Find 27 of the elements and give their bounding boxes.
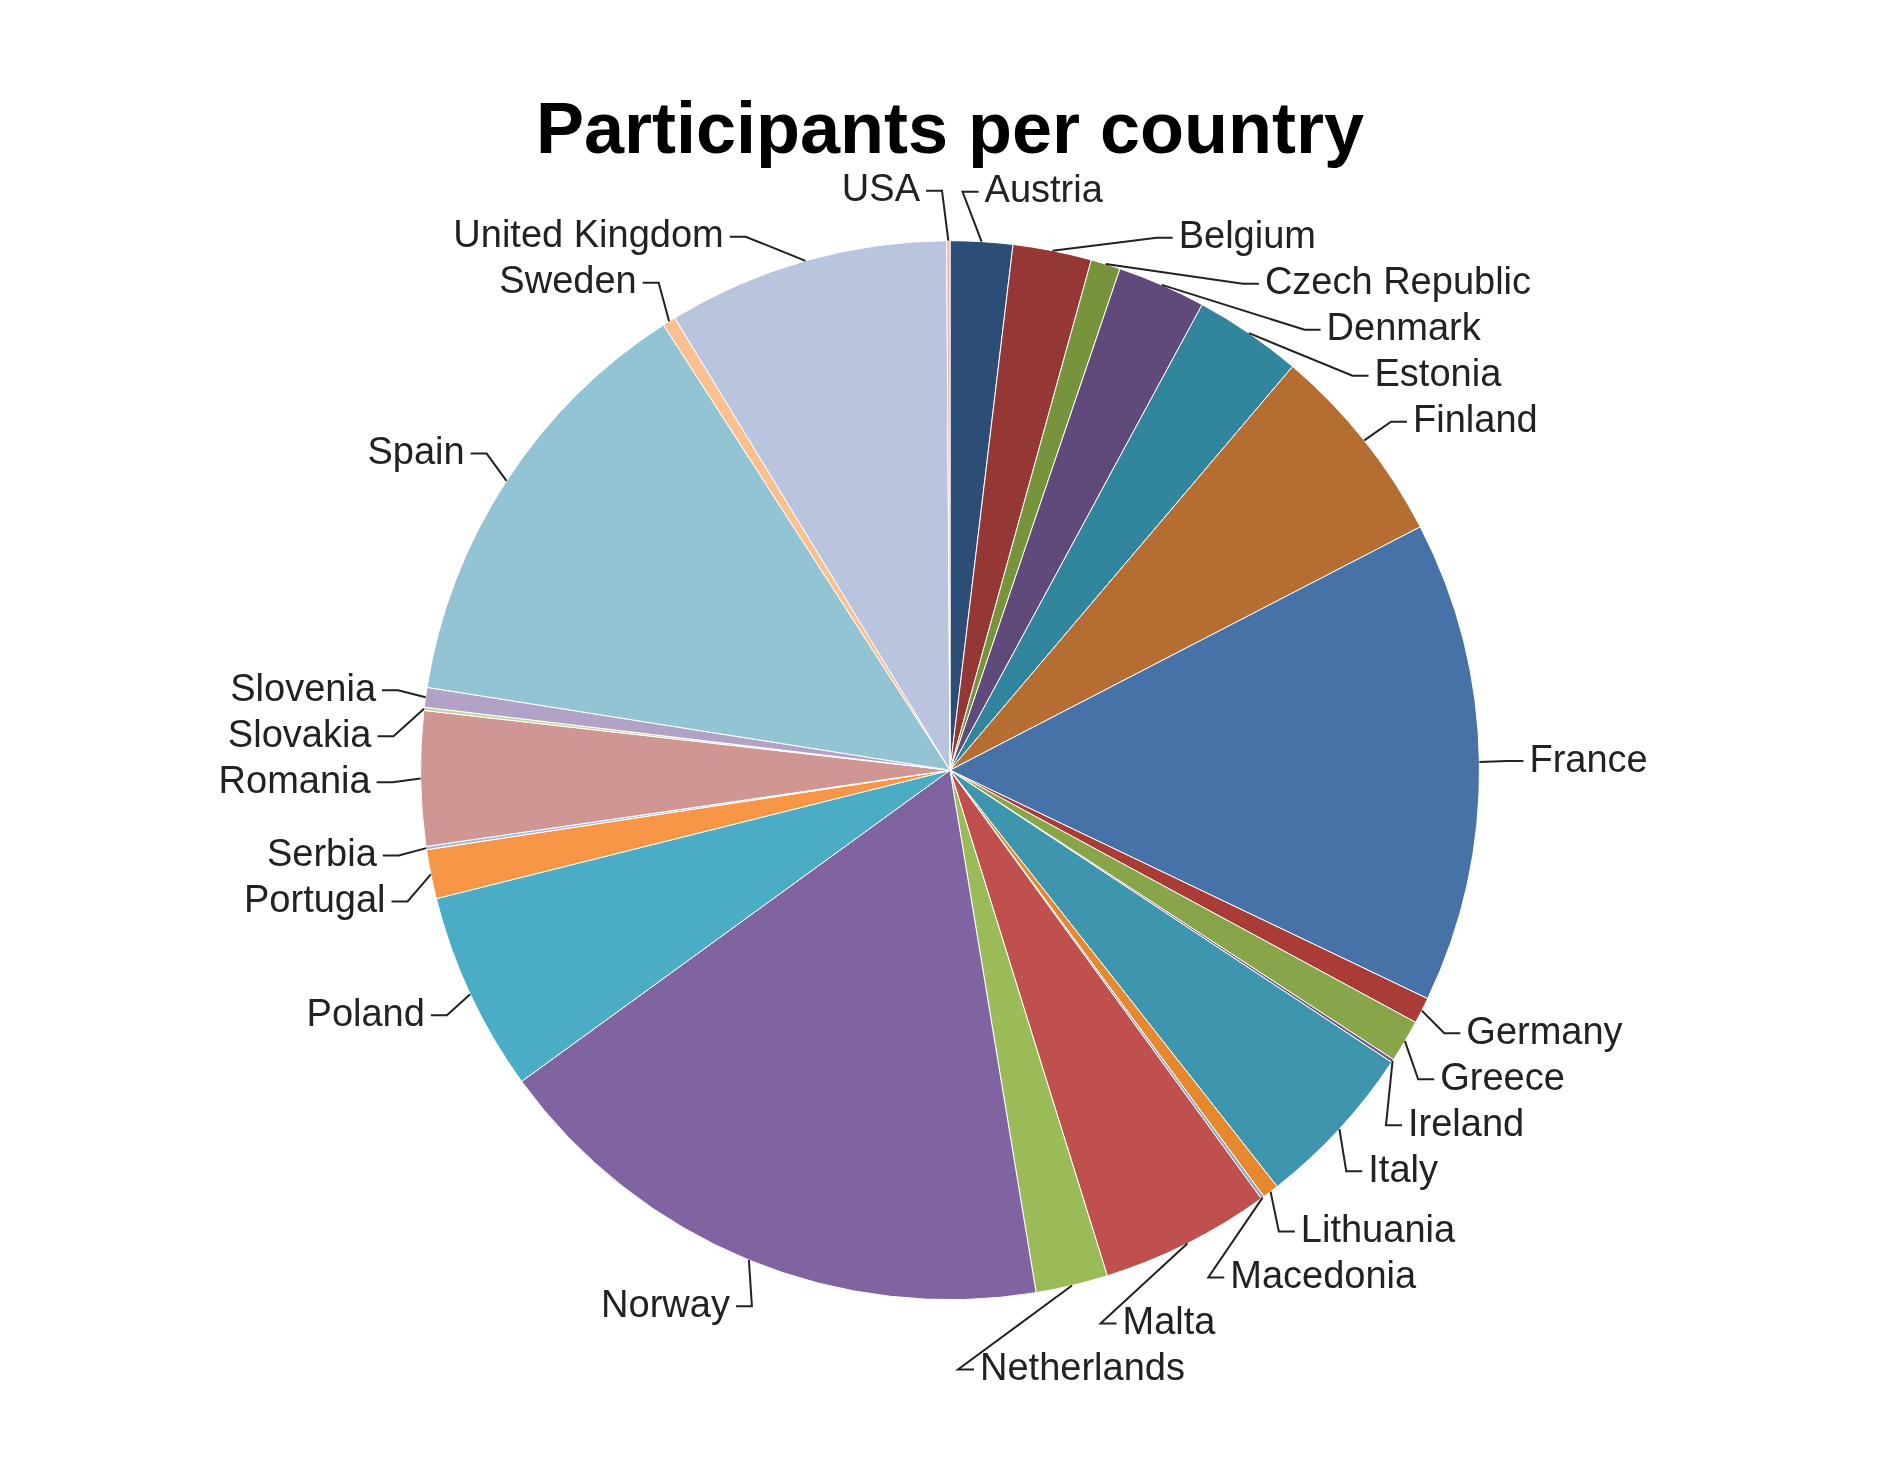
slice-label: Greece: [1440, 1055, 1565, 1098]
slice-label: Romania: [218, 758, 372, 801]
chart-title: Participants per country: [535, 88, 1365, 169]
slice-label: Czech Republic: [1264, 260, 1532, 303]
slice-label: Netherlands: [980, 1345, 1185, 1388]
slice-label: Slovenia: [230, 666, 377, 709]
slice-label: Ireland: [1407, 1101, 1525, 1144]
slice-label: Spain: [367, 430, 465, 473]
slice-label: Germany: [1466, 1009, 1623, 1052]
slice-label: Portugal: [244, 877, 386, 920]
slice-label: Macedonia: [1230, 1253, 1418, 1296]
slice-label: Finland: [1413, 398, 1538, 441]
slice-label: Slovakia: [227, 712, 373, 755]
slice-label: Poland: [306, 991, 425, 1034]
slice-label: Denmark: [1326, 306, 1482, 349]
slice-label: Malta: [1122, 1299, 1217, 1342]
slice-label: Belgium: [1178, 214, 1316, 257]
slice-label: USA: [841, 167, 921, 210]
slice-label: Serbia: [266, 831, 378, 874]
slice-label: Norway: [601, 1282, 730, 1325]
slice-label: Sweden: [499, 259, 637, 302]
slice-label: France: [1529, 737, 1648, 780]
slice-label: United Kingdom: [453, 213, 724, 256]
slice-label: Austria: [984, 168, 1104, 211]
slice-label: Estonia: [1374, 352, 1503, 395]
slice-label: Lithuania: [1300, 1207, 1456, 1250]
slice-label: Italy: [1368, 1147, 1438, 1190]
